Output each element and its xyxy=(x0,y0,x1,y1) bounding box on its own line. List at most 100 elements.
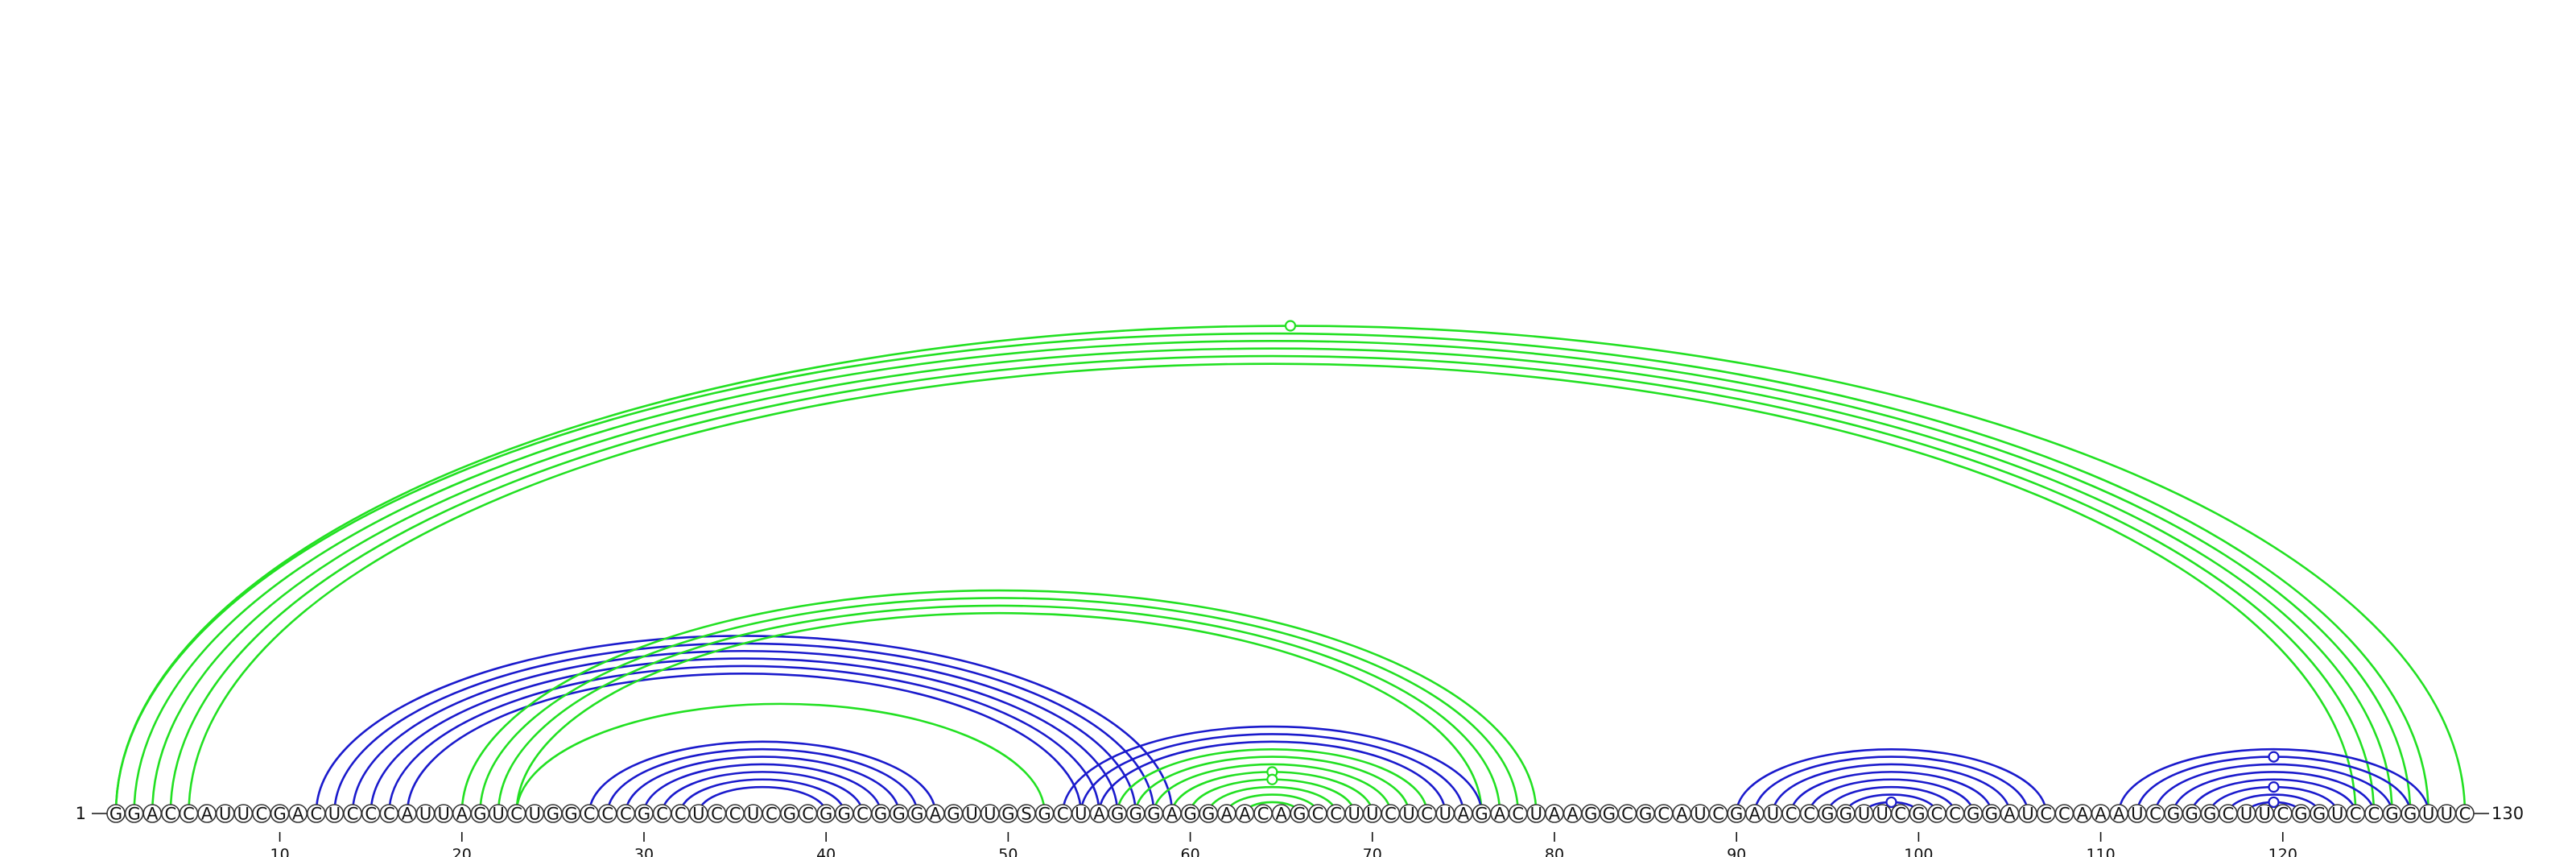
nucleotide-letter: A xyxy=(2004,805,2016,824)
nucleotide: A xyxy=(1454,804,1473,824)
nucleotide: C xyxy=(1053,804,1073,824)
nucleotide: C xyxy=(1617,804,1637,824)
nucleotide-letter: G xyxy=(893,805,906,824)
nucleotide-letter: C xyxy=(2149,805,2161,824)
pair-arc xyxy=(2190,778,2357,814)
nucleotide: U xyxy=(743,804,763,824)
nucleotide-letter: G xyxy=(1839,805,1852,824)
nucleotide-letter: A xyxy=(1166,805,1179,824)
nucleotide: A xyxy=(1217,804,1236,824)
nucleotide-letter: C xyxy=(620,805,632,824)
nucleotide-letter: U xyxy=(1439,805,1451,824)
nucleotide-letter: U xyxy=(492,805,504,824)
nucleotide: C xyxy=(307,804,326,824)
nucleotide-letter: C xyxy=(766,805,778,824)
nucleotide-letter: C xyxy=(510,805,522,824)
nucleotide: C xyxy=(762,804,782,824)
arc-marker xyxy=(2268,781,2280,793)
arc-marker xyxy=(1284,320,1297,332)
nucleotide-letter: A xyxy=(2113,805,2125,824)
nucleotide-letter: C xyxy=(2040,805,2052,824)
nucleotide-letter: U xyxy=(328,805,341,824)
nucleotide-letter: A xyxy=(201,805,213,824)
pair-arc xyxy=(1080,733,1465,814)
nucleotide-letter: G xyxy=(1985,805,1998,824)
nucleotide: U xyxy=(962,804,981,824)
nucleotide-letter: G xyxy=(564,805,577,824)
nucleotide-letter: A xyxy=(1275,805,1287,824)
nucleotide: C xyxy=(2036,804,2056,824)
nucleotide: A xyxy=(1235,804,1255,824)
nucleotide: C xyxy=(2455,804,2475,824)
nucleotide: C xyxy=(1781,804,1801,824)
nucleotide: G xyxy=(1472,804,1492,824)
pair-arc xyxy=(2154,763,2393,814)
arcs-layer xyxy=(114,320,2467,814)
pair-arc xyxy=(642,763,882,814)
nucleotide: U xyxy=(1435,804,1455,824)
nucleotide: G xyxy=(1199,804,1218,824)
nucleotide: G xyxy=(1144,804,1164,824)
nucleotide-letter: U xyxy=(1530,805,1542,824)
position-label: 40 xyxy=(816,846,836,857)
nucleotide-letter: U xyxy=(747,805,759,824)
pair-arc xyxy=(133,339,2412,814)
pair-arc xyxy=(1735,747,2048,814)
end-label: 130 xyxy=(2491,804,2524,823)
nucleotide-letter: G xyxy=(127,805,140,824)
nucleotide-letter: U xyxy=(1876,805,1888,824)
pair-arc xyxy=(114,332,2430,814)
nucleotide-letter: U xyxy=(2422,805,2434,824)
nucleotide: C xyxy=(1653,804,1674,824)
nucleotide-letter: C xyxy=(2350,805,2362,824)
nucleotide: G xyxy=(1125,804,1146,824)
nucleotide-letter: A xyxy=(456,805,469,824)
nucleotide-letter: C xyxy=(1385,805,1397,824)
nucleotide-letter: U xyxy=(2131,805,2143,824)
nucleotide-letter: C xyxy=(857,805,869,824)
nucleotide: G xyxy=(470,804,490,824)
nucleotide-letter: U xyxy=(419,805,431,824)
pair-arc xyxy=(1753,756,2029,814)
position-label: 10 xyxy=(270,846,289,857)
pair-arc xyxy=(188,362,2357,814)
nucleotide: C xyxy=(652,804,672,824)
nucleotide: U xyxy=(2128,804,2147,824)
nucleotide: U xyxy=(1690,804,1710,824)
nucleotide-letter: U xyxy=(1402,805,1414,824)
nucleotide: A xyxy=(1271,804,1291,824)
pair-arc xyxy=(661,771,864,814)
nucleotide: G xyxy=(124,804,144,824)
nucleotide-letter: A xyxy=(2095,805,2107,824)
nucleotide: C xyxy=(725,804,745,824)
pair-arc xyxy=(679,778,846,814)
nucleotide: G xyxy=(889,804,909,824)
position-label: 20 xyxy=(452,846,472,857)
nucleotide: U xyxy=(2236,804,2256,824)
nucleotide: A xyxy=(398,804,417,824)
nucleotide: A xyxy=(1563,804,1583,824)
nucleotide-letter: C xyxy=(310,805,322,824)
nucleotide-letter: G xyxy=(638,805,650,824)
nucleotide: C xyxy=(1708,804,1728,824)
nucleotide-letter: C xyxy=(1312,805,1324,824)
nucleotide: U xyxy=(2018,804,2037,824)
nucleotide-letter: U xyxy=(1767,805,1779,824)
nucleotide-letter: U xyxy=(2021,805,2033,824)
nucleotide-letter: G xyxy=(783,805,796,824)
nucleotide: U xyxy=(525,804,545,824)
pair-arc xyxy=(1772,763,2011,814)
nucleotide: G xyxy=(2401,804,2420,824)
position-label: 30 xyxy=(634,846,654,857)
arc-marker xyxy=(1266,773,1278,785)
nucleotide: G xyxy=(1909,804,1929,824)
nucleotide-letter: C xyxy=(1785,805,1798,824)
nucleotide: U xyxy=(415,804,436,824)
nucleotide-letter: C xyxy=(1949,805,1961,824)
nucleotide: A xyxy=(452,804,472,824)
nucleotide-letter: G xyxy=(1730,805,1743,824)
nucleotide-letter: G xyxy=(819,805,832,824)
nucleotide-letter: G xyxy=(1293,805,1306,824)
nucleotide: C xyxy=(506,804,526,824)
